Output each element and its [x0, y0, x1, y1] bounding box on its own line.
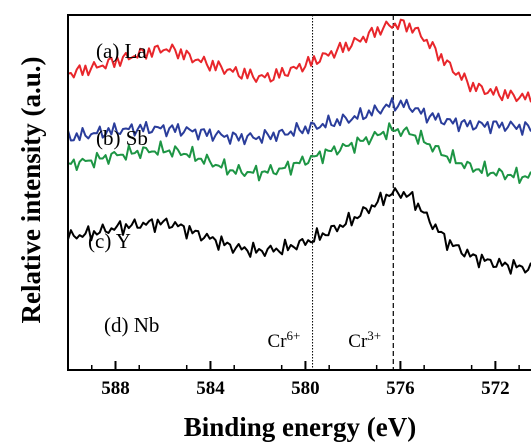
- reference-labels: Cr6+ Cr3+: [268, 328, 382, 352]
- x-tick-label: 584: [196, 378, 225, 399]
- series-line-3: [67, 122, 531, 184]
- x-axis-title: Binding energy (eV): [184, 412, 417, 442]
- series-labels: (a) La (b) Sb (c) Y (d) Nb: [88, 39, 159, 337]
- series-line-4: [67, 187, 531, 275]
- x-tick-label: 572: [481, 378, 510, 399]
- x-tick-label: 576: [386, 378, 415, 399]
- plot-frame: [67, 14, 531, 371]
- series-label-1: (a) La: [96, 39, 147, 63]
- x-tick-label: 580: [291, 378, 320, 399]
- series-line-2: [67, 97, 531, 146]
- reference-label-1: Cr6+: [268, 328, 301, 352]
- x-tick-label: 588: [101, 378, 130, 399]
- reference-label-2: Cr3+: [348, 328, 381, 352]
- series-label-3: (c) Y: [88, 229, 131, 253]
- series-layer: [67, 18, 531, 275]
- x-ticks: 588 584 580 576 572: [90, 361, 520, 399]
- y-axis-title: Relative intensity (a.u.): [16, 57, 46, 324]
- series-label-4: (d) Nb: [104, 313, 159, 337]
- series-line-1: [67, 18, 531, 103]
- series-label-2: (b) Sb: [96, 126, 148, 150]
